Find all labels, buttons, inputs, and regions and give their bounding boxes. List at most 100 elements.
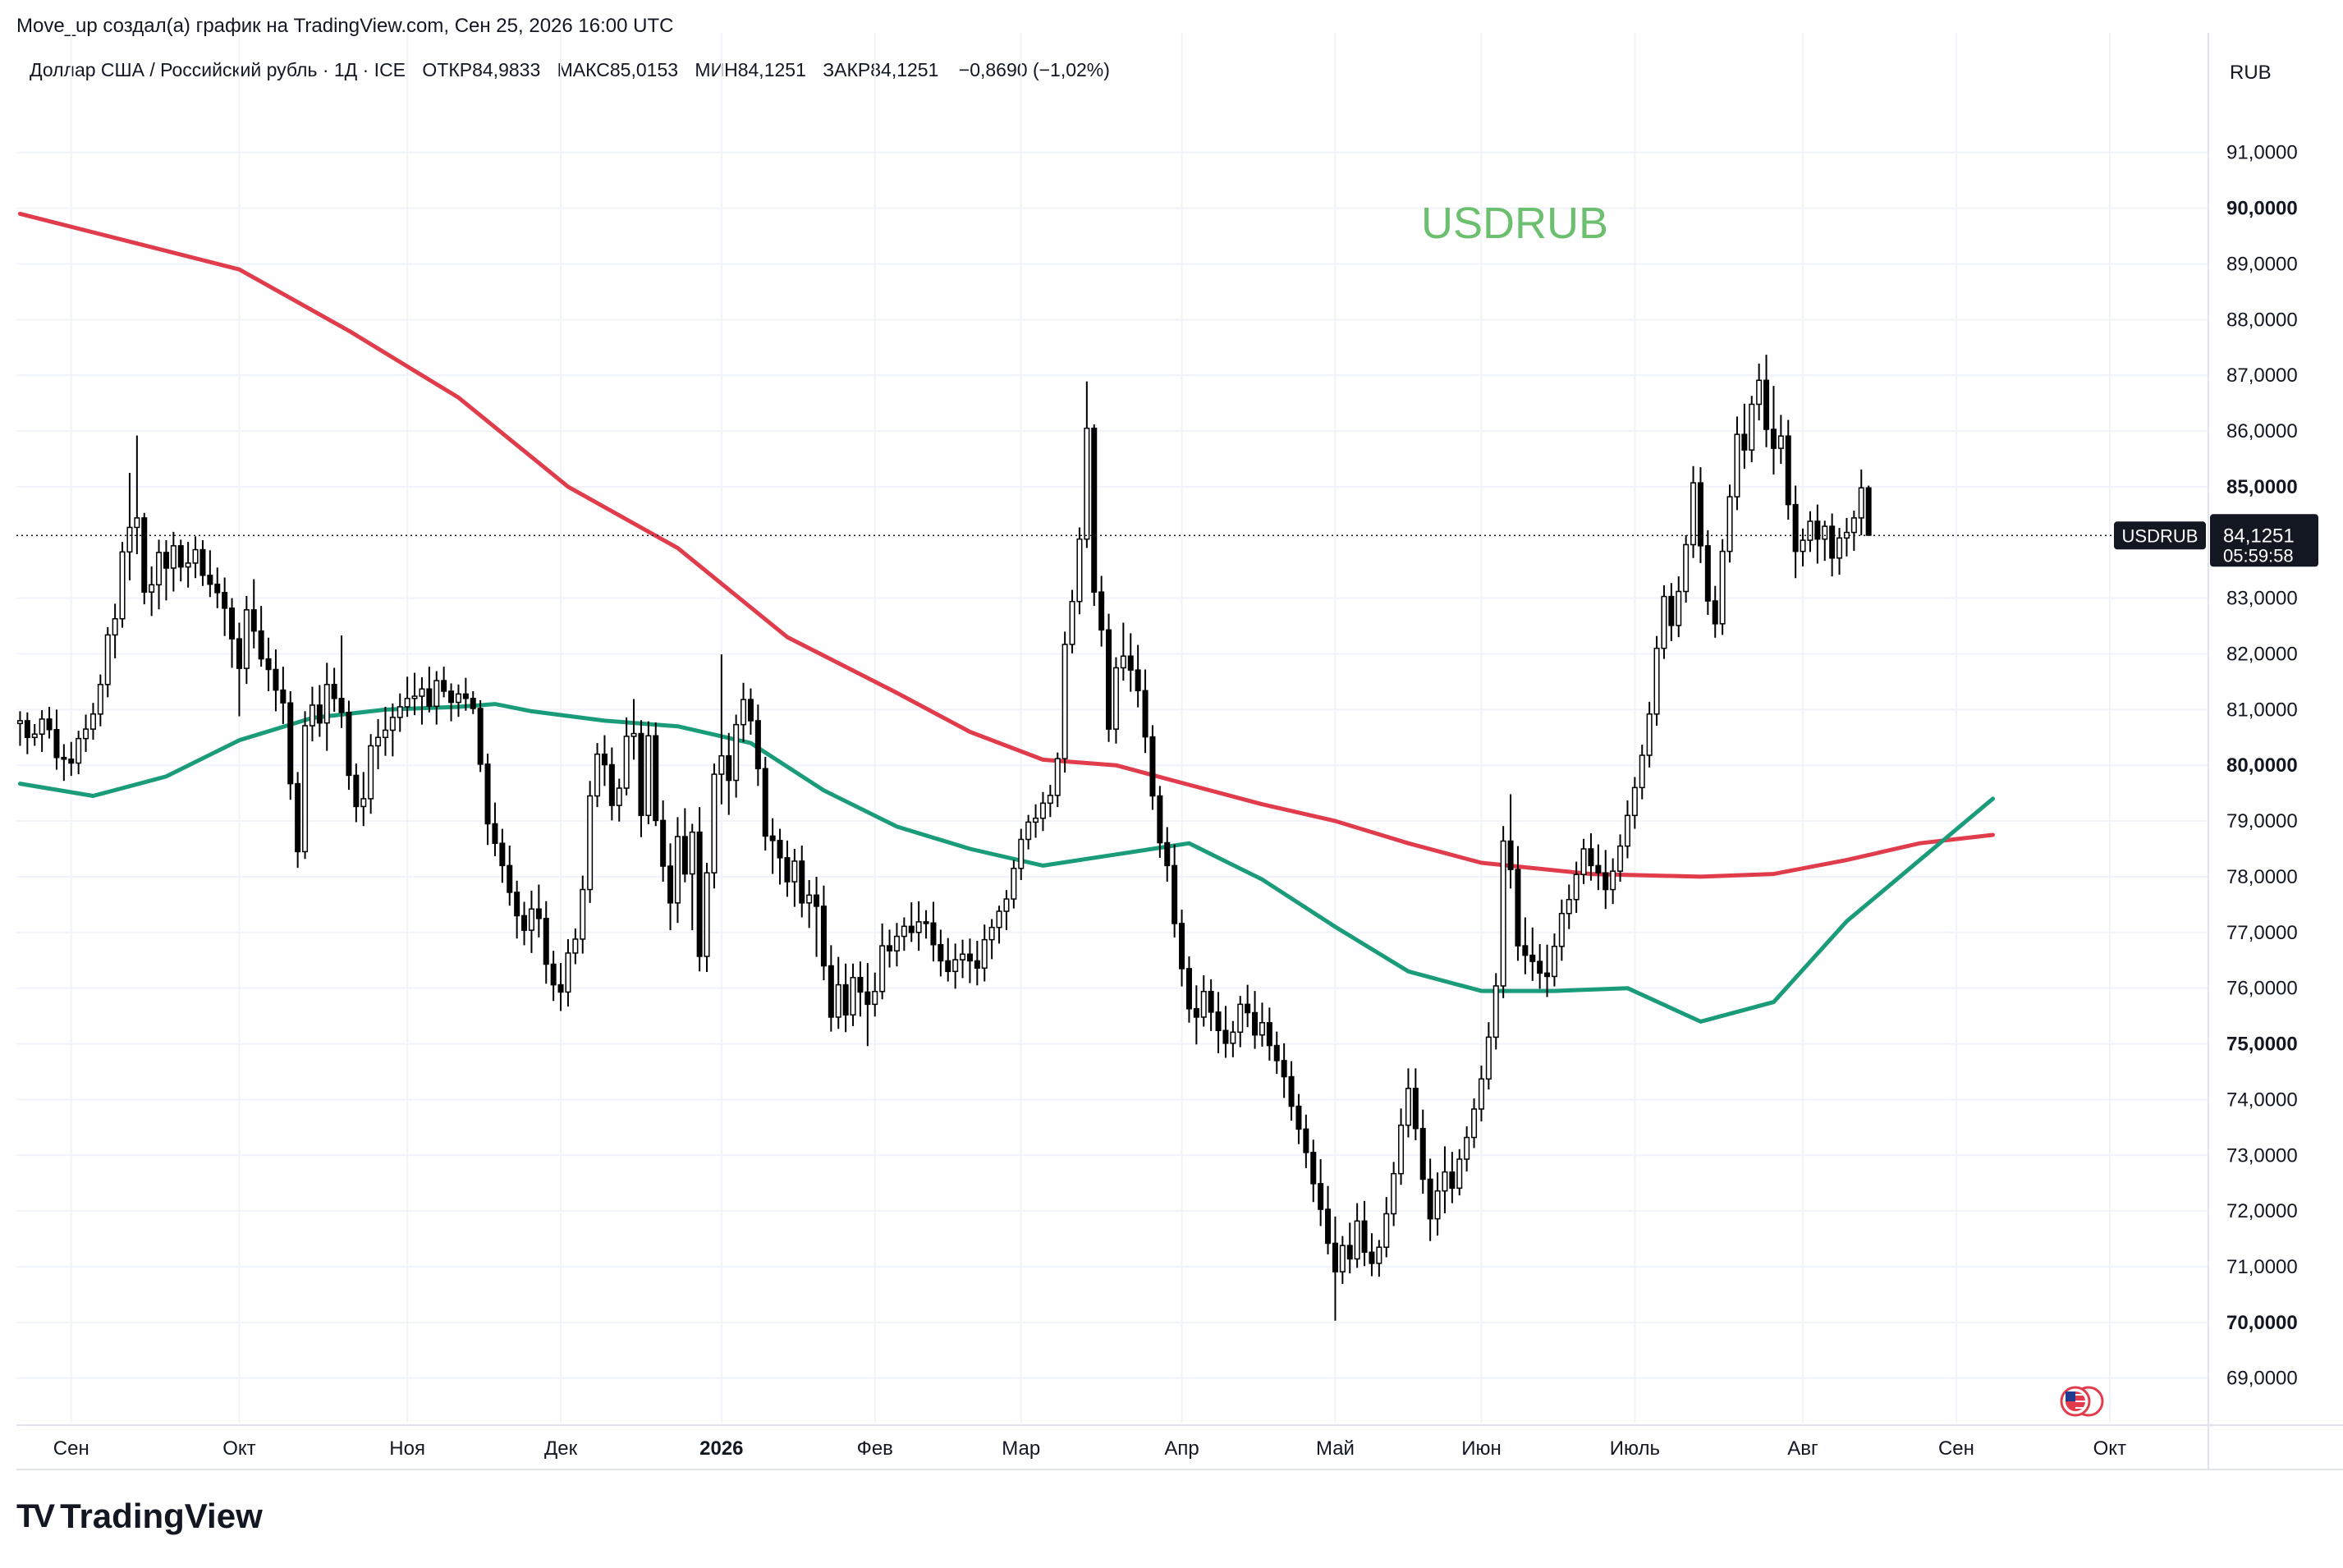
candle-body <box>966 953 973 962</box>
price-tag-box <box>2210 514 2318 567</box>
candle-body <box>1157 795 1163 844</box>
y-tick-label: 90,0000 <box>2226 198 2298 220</box>
candle-body <box>1346 1245 1353 1260</box>
candle-body <box>1836 537 1843 559</box>
x-tick-label: Июль <box>1610 1437 1660 1460</box>
candle-body <box>996 910 1002 928</box>
candle-body <box>1325 1208 1332 1245</box>
candle-body <box>754 720 761 770</box>
candle-body <box>653 735 659 822</box>
candle-body <box>872 990 878 1006</box>
candle-body <box>1566 899 1572 915</box>
candle-body <box>1442 1171 1448 1192</box>
tradingview-logo-icon: TV <box>16 1497 55 1534</box>
candle-body <box>1763 379 1770 430</box>
candle-body <box>207 575 213 585</box>
candle-body <box>1127 655 1134 671</box>
candle-body <box>1471 1108 1478 1139</box>
open-value: ОТКР84,9833 <box>422 59 541 80</box>
candle-body <box>784 857 791 883</box>
candle-body <box>1551 946 1557 978</box>
candle-body <box>1690 482 1697 546</box>
candle-body <box>952 959 959 973</box>
candle-body <box>1259 1021 1265 1036</box>
symbol-tag-box[interactable] <box>2114 521 2206 550</box>
x-tick-label: Май <box>1316 1437 1355 1460</box>
candle-body <box>39 718 45 735</box>
candle-body <box>1047 795 1053 805</box>
candle-body <box>842 983 849 1016</box>
candle-body <box>1230 1031 1236 1044</box>
candle-body <box>309 704 315 727</box>
candle-body <box>104 634 111 685</box>
candle-body <box>945 960 951 973</box>
candle-body <box>119 551 126 620</box>
x-tick-label: Дек <box>544 1437 578 1460</box>
candle-body <box>667 865 674 904</box>
candle-body <box>236 638 242 669</box>
candle-body <box>1222 1029 1229 1044</box>
candle-body <box>828 965 834 1018</box>
candle-body <box>887 945 893 951</box>
candle-body <box>177 545 184 568</box>
candle-body <box>1076 538 1083 603</box>
candle-body <box>820 905 827 967</box>
candle-body <box>484 763 491 825</box>
candle-body <box>1792 503 1799 552</box>
price-tag-value: 84,1251 <box>2223 525 2295 547</box>
candle-body <box>1478 1078 1484 1110</box>
symbol-name[interactable]: Доллар США / Российский рубль · 1Д · ICE <box>30 59 406 80</box>
candle-body <box>1683 543 1690 593</box>
candle-body <box>1485 1036 1492 1080</box>
y-tick-label: 82,0000 <box>2226 643 2298 665</box>
candle-body <box>53 729 60 759</box>
candle-body <box>565 952 571 993</box>
candle-body <box>1456 1158 1463 1190</box>
tradingview-logo[interactable]: TV TradingView <box>16 1497 263 1536</box>
x-tick-label: Мар <box>1002 1437 1040 1460</box>
candle-body <box>1464 1136 1470 1160</box>
y-tick-label: 88,0000 <box>2226 309 2298 331</box>
candle-body <box>1814 520 1821 540</box>
candle-body <box>1252 1011 1259 1036</box>
candle-body <box>572 938 579 954</box>
y-tick-label: 76,0000 <box>2226 978 2298 1000</box>
candle-body <box>1865 487 1872 536</box>
candle-body <box>1646 713 1653 756</box>
x-tick-label: Июн <box>1461 1437 1502 1460</box>
candle-body <box>462 693 469 699</box>
candle-body <box>1376 1246 1382 1264</box>
candle-body <box>1537 961 1543 974</box>
candle-body <box>594 753 601 797</box>
candle-body <box>1142 690 1149 738</box>
x-tick-label: 2026 <box>699 1437 743 1460</box>
candle-body <box>747 699 754 722</box>
candle-body <box>1310 1152 1317 1185</box>
candle-body <box>1558 912 1565 947</box>
y-tick-label: 69,0000 <box>2226 1368 2298 1390</box>
candle-body <box>214 583 221 594</box>
candle-body <box>1054 758 1061 796</box>
candle-body <box>16 720 23 725</box>
candle-body <box>1003 898 1010 912</box>
currency-label[interactable]: RUB <box>2230 62 2272 84</box>
candle-body <box>360 798 367 808</box>
candle-body <box>814 894 820 907</box>
y-tick-label: 74,0000 <box>2226 1089 2298 1111</box>
candle-body <box>1106 629 1112 730</box>
candle-body <box>1712 600 1718 625</box>
x-tick-label: Ноя <box>389 1437 425 1460</box>
price-chart[interactable]: USDRUB 91,0000 90,0000 89,0000 88,0000 87,000… <box>0 0 2343 1478</box>
candle-body <box>1033 817 1039 823</box>
candle-body <box>850 977 856 1016</box>
candle-body <box>1522 945 1529 956</box>
candle-body <box>1172 864 1178 924</box>
candle-body <box>1785 435 1791 506</box>
candle-body <box>681 836 688 875</box>
candle-body <box>1603 872 1609 891</box>
candle-body <box>1676 590 1682 626</box>
y-tick-label: 89,0000 <box>2226 253 2298 275</box>
symbol-tag-label[interactable]: USDRUB <box>2122 525 2199 546</box>
candle-body <box>295 782 301 853</box>
candle-body <box>1185 968 1192 1010</box>
